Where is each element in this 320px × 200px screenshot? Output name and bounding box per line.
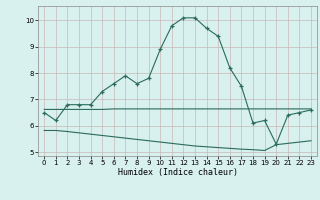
X-axis label: Humidex (Indice chaleur): Humidex (Indice chaleur) — [118, 168, 238, 177]
